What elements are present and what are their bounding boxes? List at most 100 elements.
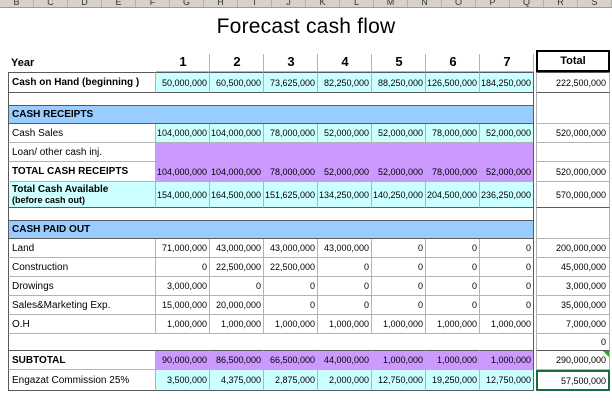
column-letter[interactable]: J <box>272 0 306 7</box>
cell-subtotal-y1[interactable]: 90,000,000 <box>156 350 210 370</box>
cell-spacer-2-y2[interactable] <box>210 208 264 220</box>
cell-blank-y3[interactable] <box>264 334 318 350</box>
cell-construction-y4[interactable]: 0 <box>318 258 372 277</box>
cell-oh-y5[interactable]: 1,000,000 <box>372 315 426 334</box>
cell-loan-other-cash-inj-y6[interactable] <box>426 143 480 162</box>
column-letter[interactable]: I <box>238 0 272 7</box>
cell-land-y5[interactable]: 0 <box>372 239 426 258</box>
cell-spacer-1-y4[interactable] <box>318 93 372 105</box>
cell-land-y7[interactable]: 0 <box>480 239 534 258</box>
cell-total-cash-available-y4[interactable]: 134,250,000 <box>318 182 372 208</box>
cell-cash-sales-y5[interactable]: 52,000,000 <box>372 124 426 143</box>
row-label-land[interactable]: Land <box>8 239 156 258</box>
cell-cash-on-hand-y5[interactable]: 88,250,000 <box>372 72 426 93</box>
cell-subtotal-y3[interactable]: 66,500,000 <box>264 350 318 370</box>
total-cell-spacer-1[interactable] <box>536 93 610 105</box>
cell-blank-y7[interactable] <box>480 334 534 350</box>
total-cell-loan-other-cash-inj[interactable] <box>536 143 610 162</box>
row-label-blank[interactable] <box>8 334 156 350</box>
cell-cash-on-hand-y4[interactable]: 82,250,000 <box>318 72 372 93</box>
column-letter[interactable]: Q <box>510 0 544 7</box>
cell-cash-sales-y1[interactable]: 104,000,000 <box>156 124 210 143</box>
cell-cash-sales-y4[interactable]: 52,000,000 <box>318 124 372 143</box>
cell-cash-on-hand-y1[interactable]: 50,000,000 <box>156 72 210 93</box>
cell-land-y3[interactable]: 43,000,000 <box>264 239 318 258</box>
row-label-loan-other-cash-inj[interactable]: Loan/ other cash inj. <box>8 143 156 162</box>
cell-construction-y2[interactable]: 22,500,000 <box>210 258 264 277</box>
cell-spacer-1-y6[interactable] <box>426 93 480 105</box>
total-cell-spacer-2[interactable] <box>536 208 610 220</box>
cell-total-cash-available-y2[interactable]: 164,500,000 <box>210 182 264 208</box>
total-header[interactable]: Total <box>536 50 610 72</box>
cell-spacer-2-y5[interactable] <box>372 208 426 220</box>
column-letter[interactable]: P <box>476 0 510 7</box>
cell-sales-marketing-exp-y7[interactable]: 0 <box>480 296 534 315</box>
cell-blank-y2[interactable] <box>210 334 264 350</box>
cell-oh-y6[interactable]: 1,000,000 <box>426 315 480 334</box>
cell-total-cash-available-y5[interactable]: 140,250,000 <box>372 182 426 208</box>
cell-engazat-commission-y3[interactable]: 2,875,000 <box>264 370 318 391</box>
cell-spacer-2-y1[interactable] <box>156 208 210 220</box>
cell-land-y1[interactable]: 71,000,000 <box>156 239 210 258</box>
total-cell-cash-on-hand[interactable]: 222,500,000 <box>536 72 610 93</box>
total-cell-sales-marketing-exp[interactable]: 35,000,000 <box>536 296 610 315</box>
section-header-cash-paid-out[interactable]: CASH PAID OUT <box>8 220 534 239</box>
total-cell-oh[interactable]: 7,000,000 <box>536 315 610 334</box>
cell-construction-y1[interactable]: 0 <box>156 258 210 277</box>
row-label-spacer-2[interactable] <box>8 208 156 220</box>
cell-construction-y7[interactable]: 0 <box>480 258 534 277</box>
column-letter[interactable]: M <box>374 0 408 7</box>
cell-cash-sales-y3[interactable]: 78,000,000 <box>264 124 318 143</box>
row-label-cash-sales[interactable]: Cash Sales <box>8 124 156 143</box>
total-cell-cash-sales[interactable]: 520,000,000 <box>536 124 610 143</box>
column-letter[interactable]: N <box>408 0 442 7</box>
cell-spacer-1-y7[interactable] <box>480 93 534 105</box>
cell-subtotal-y4[interactable]: 44,000,000 <box>318 350 372 370</box>
cell-blank-y4[interactable] <box>318 334 372 350</box>
cell-land-y6[interactable]: 0 <box>426 239 480 258</box>
cell-sales-marketing-exp-y4[interactable]: 0 <box>318 296 372 315</box>
cell-cash-sales-y7[interactable]: 52,000,000 <box>480 124 534 143</box>
cell-total-cash-receipts-y4[interactable]: 52,000,000 <box>318 162 372 182</box>
row-label-oh[interactable]: O.H <box>8 315 156 334</box>
cell-subtotal-y6[interactable]: 1,000,000 <box>426 350 480 370</box>
cell-sales-marketing-exp-y6[interactable]: 0 <box>426 296 480 315</box>
year-header-5[interactable]: 5 <box>372 54 426 72</box>
cell-drowings-y3[interactable]: 0 <box>264 277 318 296</box>
total-cell-land[interactable]: 200,000,000 <box>536 239 610 258</box>
column-letter[interactable]: F <box>136 0 170 7</box>
column-letter[interactable]: G <box>170 0 204 7</box>
cell-total-cash-receipts-y7[interactable]: 52,000,000 <box>480 162 534 182</box>
cell-oh-y4[interactable]: 1,000,000 <box>318 315 372 334</box>
cell-construction-y3[interactable]: 22,500,000 <box>264 258 318 277</box>
cell-engazat-commission-y1[interactable]: 3,500,000 <box>156 370 210 391</box>
cell-blank-y6[interactable] <box>426 334 480 350</box>
total-cell-blank[interactable]: 0 <box>536 334 610 350</box>
total-cell-cash-receipts[interactable] <box>536 105 610 124</box>
section-header-cash-receipts[interactable]: CASH RECEIPTS <box>8 105 534 124</box>
cell-drowings-y6[interactable]: 0 <box>426 277 480 296</box>
row-label-engazat-commission[interactable]: Engazat Commission 25% <box>8 370 156 391</box>
cell-loan-other-cash-inj-y2[interactable] <box>210 143 264 162</box>
year-header-6[interactable]: 6 <box>426 54 480 72</box>
cell-oh-y1[interactable]: 1,000,000 <box>156 315 210 334</box>
column-letter[interactable]: S <box>578 0 612 7</box>
year-label[interactable]: Year <box>11 57 35 69</box>
column-letter[interactable]: O <box>442 0 476 7</box>
row-label-subtotal[interactable]: SUBTOTAL <box>8 350 156 370</box>
year-header-1[interactable]: 1 <box>156 54 210 72</box>
cell-spacer-1-y1[interactable] <box>156 93 210 105</box>
cell-drowings-y4[interactable]: 0 <box>318 277 372 296</box>
total-cell-subtotal[interactable]: 290,000,000 <box>536 350 610 370</box>
column-letter[interactable]: R <box>544 0 578 7</box>
year-header-2[interactable]: 2 <box>210 54 264 72</box>
total-cell-drowings[interactable]: 3,000,000 <box>536 277 610 296</box>
cell-blank-y5[interactable] <box>372 334 426 350</box>
cell-engazat-commission-y4[interactable]: 2,000,000 <box>318 370 372 391</box>
cell-spacer-1-y2[interactable] <box>210 93 264 105</box>
cell-total-cash-receipts-y1[interactable]: 104,000,000 <box>156 162 210 182</box>
cell-total-cash-receipts-y5[interactable]: 52,000,000 <box>372 162 426 182</box>
cell-subtotal-y5[interactable]: 1,000,000 <box>372 350 426 370</box>
cell-sales-marketing-exp-y5[interactable]: 0 <box>372 296 426 315</box>
row-label-spacer-1[interactable] <box>8 93 156 105</box>
